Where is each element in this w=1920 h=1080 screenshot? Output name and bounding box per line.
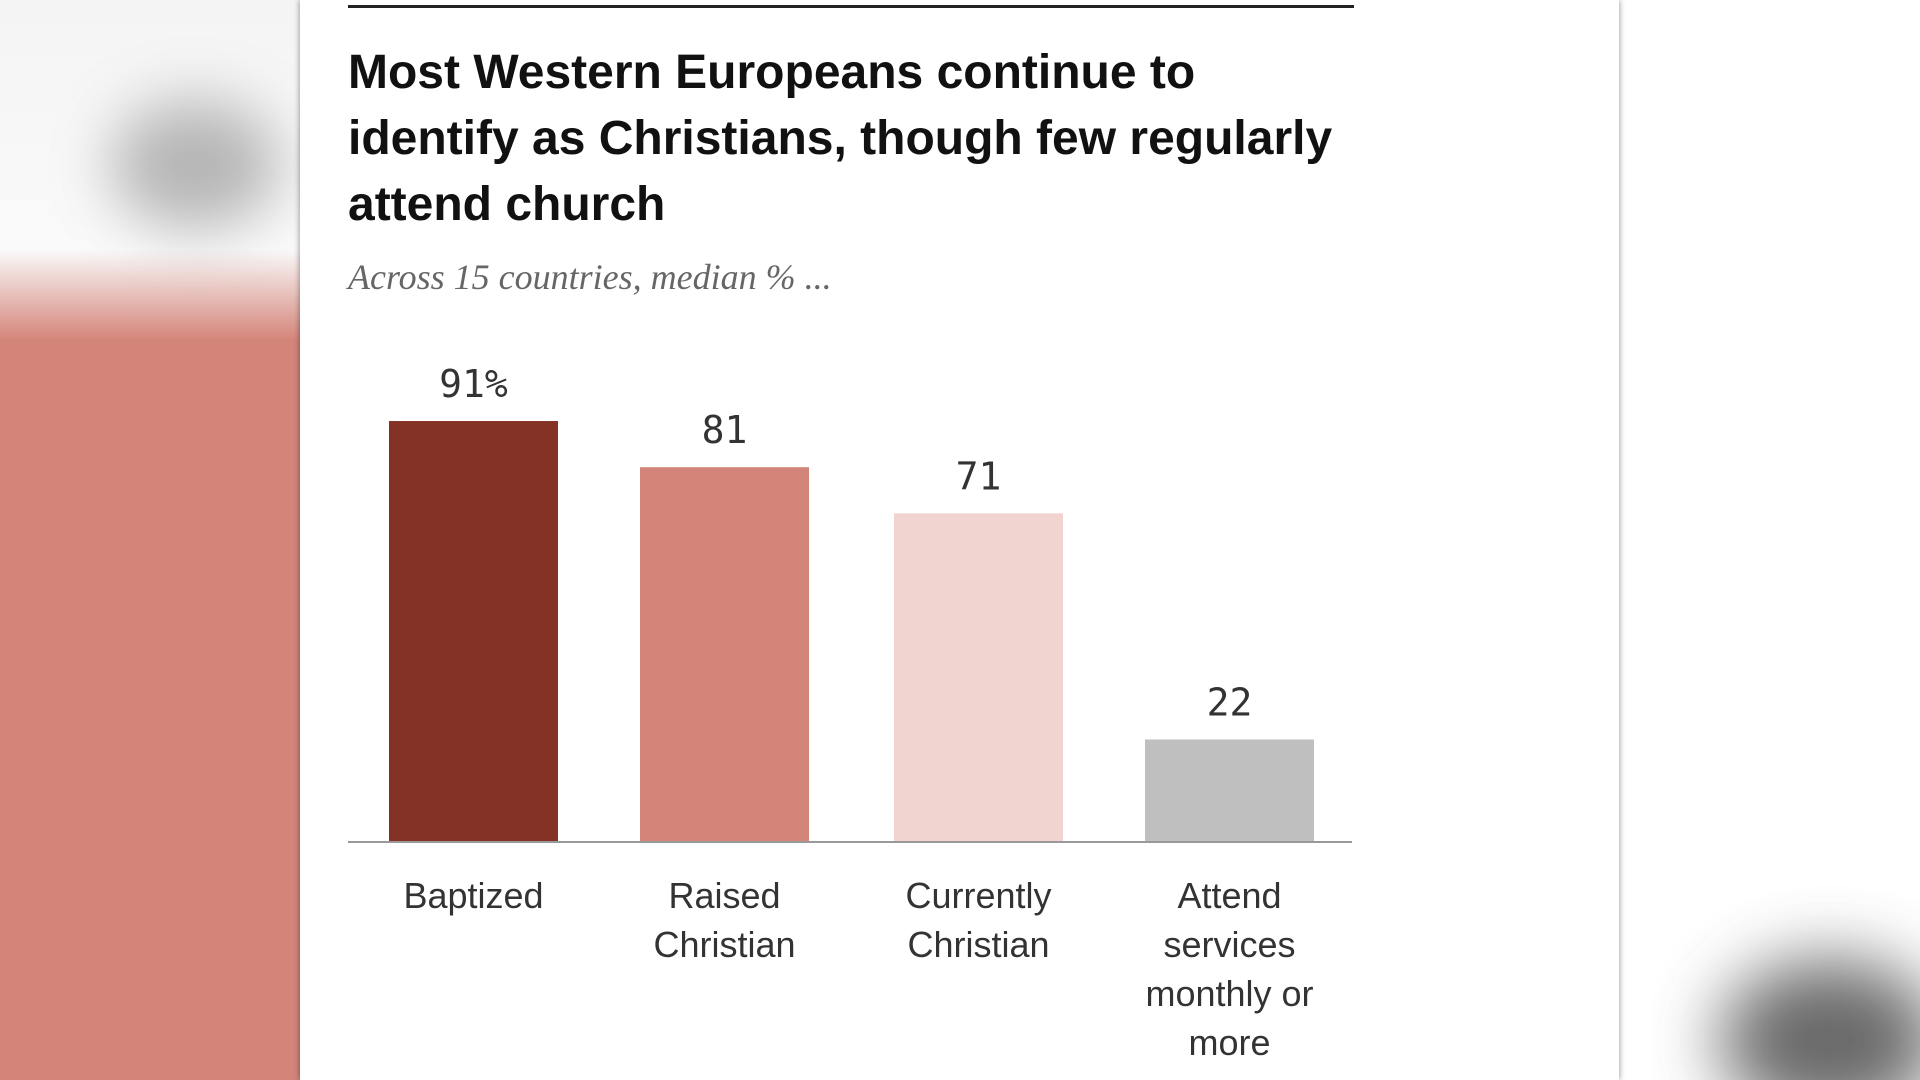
category-label: Raised Christian: [653, 875, 795, 965]
category-label-line: Christian: [653, 924, 795, 965]
top-rule: [348, 5, 1354, 8]
category-label-line: services: [1163, 924, 1295, 965]
bar: [1145, 739, 1314, 841]
category-label: Attend services monthly or more: [1145, 875, 1313, 1063]
bar: [389, 421, 558, 841]
category-label-line: Baptized: [403, 875, 543, 916]
value-label: 81: [702, 408, 748, 452]
category-label: Baptized: [403, 875, 543, 916]
category-label-line: Currently: [905, 875, 1051, 916]
category-label-line: Attend: [1177, 875, 1281, 916]
category-label-line: monthly or: [1145, 973, 1313, 1014]
category-label-line: Raised: [668, 875, 780, 916]
category-label-line: Christian: [907, 924, 1049, 965]
chart-subtitle: Across 15 countries, median % ...: [348, 257, 832, 297]
bar: [640, 467, 809, 841]
value-label: 71: [956, 454, 1002, 498]
bar: [894, 513, 1063, 841]
value-label: 22: [1207, 680, 1253, 724]
background-blur: [110, 100, 280, 230]
category-label-line: more: [1188, 1022, 1270, 1063]
category-label: Currently Christian: [905, 875, 1051, 965]
value-label: 91%: [439, 362, 508, 406]
chart-title: Most Western Europeans continue to ident…: [348, 46, 1333, 231]
